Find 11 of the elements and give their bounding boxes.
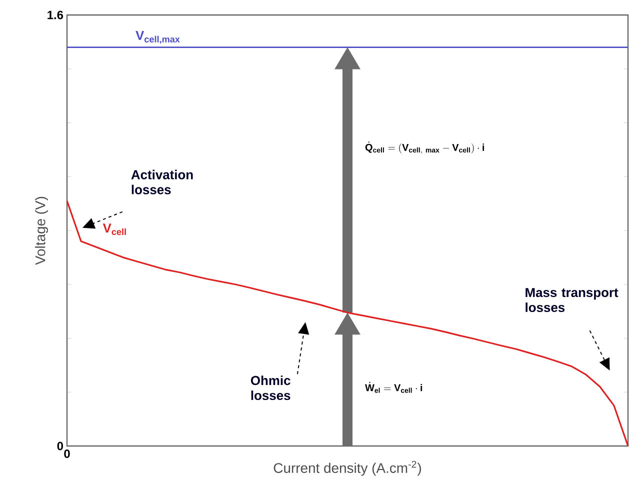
annotation: Activation losses bbox=[131, 170, 193, 194]
line-series bbox=[66, 200, 629, 447]
y-tick-label: 1.6 bbox=[48, 10, 64, 20]
annotation: Mass transport losses bbox=[526, 288, 618, 312]
ref-line-label: V$_{cell,max}$ bbox=[136, 31, 180, 44]
x-axis-title: Current density (A.cm$^{-2}$) bbox=[274, 460, 421, 476]
annotation: Ohmic losses bbox=[250, 376, 290, 400]
annotation: $\dot{\mathbf{Q}}_{\mathbf{cell}} = (\mathbf{V}_{\mathbf{cell,\ max}} - \mathbf{V}_{\mathbf{cell}}) \cdot \mathbf{i}$ bbox=[365, 141, 484, 154]
series-label: V$_{cell}$ bbox=[102, 224, 126, 236]
y-axis-title: Voltage (V) bbox=[35, 196, 48, 265]
annotation: $\dot{\mathbf{W}}_{\mathbf{el}} = \mathbf{V}_{\mathbf{cell}} \cdot \mathbf{i}$ bbox=[365, 382, 422, 393]
